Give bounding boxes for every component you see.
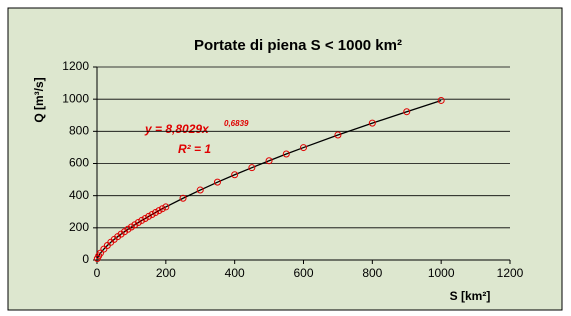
data-point [162, 203, 170, 211]
data-point [334, 131, 342, 139]
data-point [179, 194, 187, 202]
data-point [141, 215, 149, 223]
data-point [158, 205, 166, 213]
r-squared: R² = 1 [178, 142, 211, 156]
y-tick-label: 0 [82, 252, 89, 266]
y-axis-label: Q [m³/s] [32, 77, 46, 122]
data-point [155, 207, 163, 215]
data-point [152, 209, 160, 217]
trend-line [96, 99, 442, 259]
data-point [124, 225, 132, 233]
chart-title: Portate di piena S < 1000 km² [194, 37, 402, 54]
data-point [213, 178, 221, 186]
data-point [437, 96, 445, 104]
x-tick-label: 400 [225, 266, 245, 280]
data-point [368, 119, 376, 127]
data-point [282, 150, 290, 158]
x-tick-label: 600 [293, 266, 313, 280]
trend-equation: y = 8,8029x [144, 122, 210, 136]
x-tick-label: 0 [94, 266, 101, 280]
x-tick-label: 800 [362, 266, 382, 280]
data-point [145, 212, 153, 220]
data-point [403, 108, 411, 116]
x-tick-label: 1200 [497, 266, 524, 280]
data-point [248, 164, 256, 172]
x-axis-label: S [km²] [450, 289, 491, 303]
y-tick-label: 400 [69, 188, 89, 202]
y-tick-label: 1000 [62, 91, 89, 105]
x-tick-label: 200 [156, 266, 176, 280]
y-tick-label: 1200 [62, 59, 89, 73]
trend-exponent: 0,6839 [224, 119, 249, 128]
data-point [148, 210, 156, 218]
y-tick-label: 800 [69, 124, 89, 138]
data-point [300, 144, 307, 152]
data-point [138, 216, 146, 224]
data-point [265, 157, 273, 165]
data-point [196, 186, 204, 194]
data-point [131, 221, 139, 229]
data-point [231, 171, 239, 179]
y-tick-label: 200 [69, 220, 89, 234]
data-point [134, 219, 142, 227]
y-tick-label: 600 [69, 156, 89, 170]
data-point [96, 249, 104, 257]
x-tick-label: 1000 [428, 266, 455, 280]
data-point [127, 223, 135, 231]
